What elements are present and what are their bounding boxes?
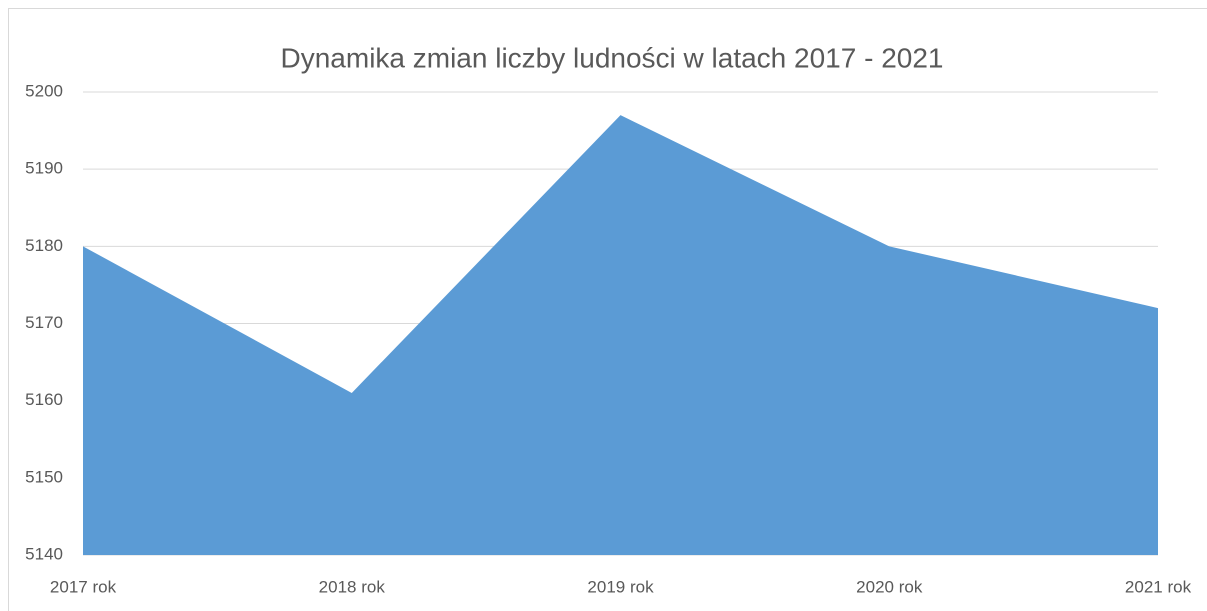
area bbox=[83, 115, 1158, 556]
x-tick-label: 2018 rok bbox=[319, 577, 386, 596]
y-tick-label: 5200 bbox=[25, 81, 63, 100]
y-tick-label: 5160 bbox=[25, 390, 63, 409]
y-tick-label: 5180 bbox=[25, 236, 63, 255]
x-tick-label: 2017 rok bbox=[50, 577, 117, 596]
x-tick-label: 2020 rok bbox=[856, 577, 923, 596]
y-tick-label: 5150 bbox=[25, 467, 63, 486]
x-tick-label: 2021 rok bbox=[1125, 577, 1192, 596]
y-tick-label: 5190 bbox=[25, 159, 63, 178]
y-tick-label: 5170 bbox=[25, 313, 63, 332]
x-tick-label: 2019 rok bbox=[587, 577, 654, 596]
y-tick-label: 5140 bbox=[25, 544, 63, 563]
chart-title: Dynamika zmian liczby ludności w latach … bbox=[281, 42, 944, 73]
